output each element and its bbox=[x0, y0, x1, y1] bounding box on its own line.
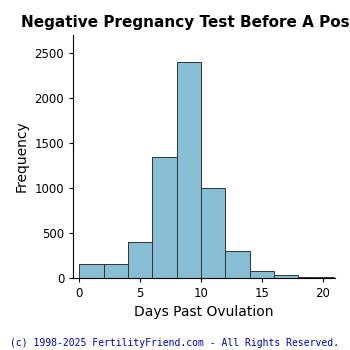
Bar bbox=[104, 264, 128, 278]
Text: (c) 1998-2025 FertilityFriend.com - All Rights Reserved.: (c) 1998-2025 FertilityFriend.com - All … bbox=[10, 338, 340, 348]
X-axis label: Days Past Ovulation: Days Past Ovulation bbox=[134, 305, 274, 319]
Title: Negative Pregnancy Test Before A Positive: Negative Pregnancy Test Before A Positiv… bbox=[21, 15, 350, 30]
Bar bbox=[299, 277, 335, 278]
Bar bbox=[201, 188, 225, 278]
Bar bbox=[250, 271, 274, 278]
Bar bbox=[274, 275, 299, 278]
Bar bbox=[225, 251, 250, 278]
Bar bbox=[177, 62, 201, 278]
Bar bbox=[128, 242, 152, 278]
Bar bbox=[79, 264, 104, 278]
Bar bbox=[152, 156, 177, 278]
Y-axis label: Frequency: Frequency bbox=[15, 121, 29, 192]
